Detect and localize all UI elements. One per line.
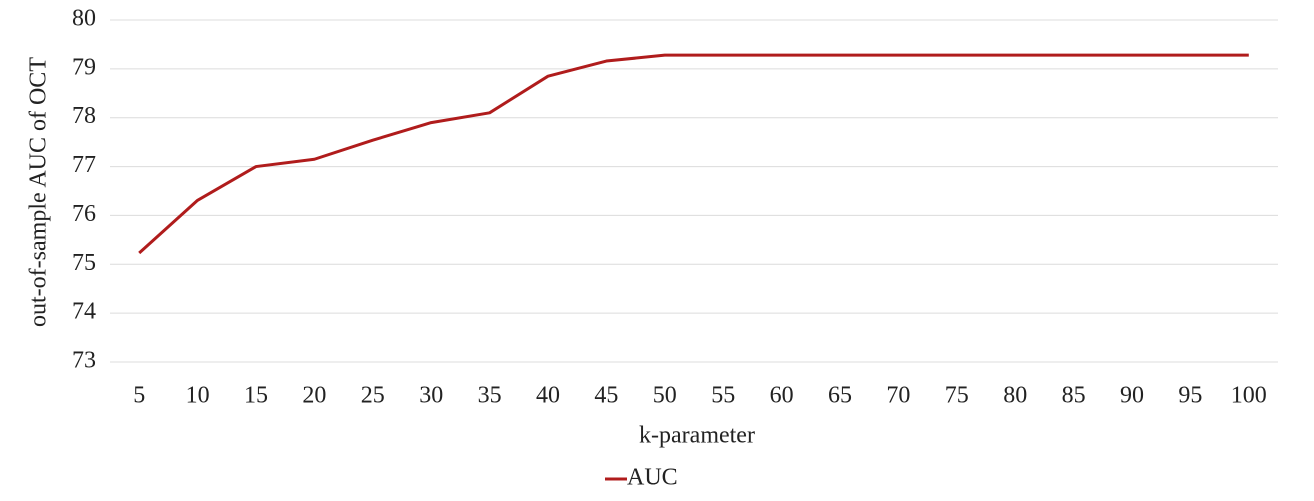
x-tick-label: 55 (711, 383, 735, 409)
legend-label: AUC (627, 465, 678, 491)
y-tick-label: 76 (72, 201, 96, 227)
x-tick-label: 65 (828, 383, 852, 409)
x-tick-label: 85 (1062, 383, 1086, 409)
x-axis-label: k-parameter (639, 423, 755, 449)
y-tick-label: 77 (72, 152, 96, 178)
x-tick-label: 60 (770, 383, 794, 409)
x-tick-label: 100 (1231, 383, 1267, 409)
y-tick-label: 75 (72, 250, 96, 276)
x-tick-label: 35 (478, 383, 502, 409)
line (138, 53, 1249, 255)
x-tick-label: 25 (361, 383, 385, 409)
x-tick-label: 95 (1178, 383, 1202, 409)
y-tick-label: 79 (72, 54, 96, 80)
x-tick-label: 45 (594, 383, 618, 409)
y-tick-label: 74 (72, 299, 96, 325)
x-tick-label: 15 (244, 383, 268, 409)
y-axis-label: out-of-sample AUC of OCT (26, 57, 52, 327)
x-tick-label: 30 (419, 383, 443, 409)
x-tick-label: 10 (186, 383, 210, 409)
x-tick-label: 40 (536, 383, 560, 409)
x-tick-label: 5 (133, 383, 145, 409)
x-tick-label: 20 (302, 383, 326, 409)
x-tick-label: 75 (945, 383, 969, 409)
x-tick-label: 90 (1120, 383, 1144, 409)
x-tick-label: 50 (653, 383, 677, 409)
y-tick-label: 73 (72, 348, 96, 374)
x-tick-label: 80 (1003, 383, 1027, 409)
x-tick-label: 70 (886, 383, 910, 409)
y-tick-label: 80 (72, 6, 96, 32)
y-tick-label: 78 (72, 103, 96, 129)
